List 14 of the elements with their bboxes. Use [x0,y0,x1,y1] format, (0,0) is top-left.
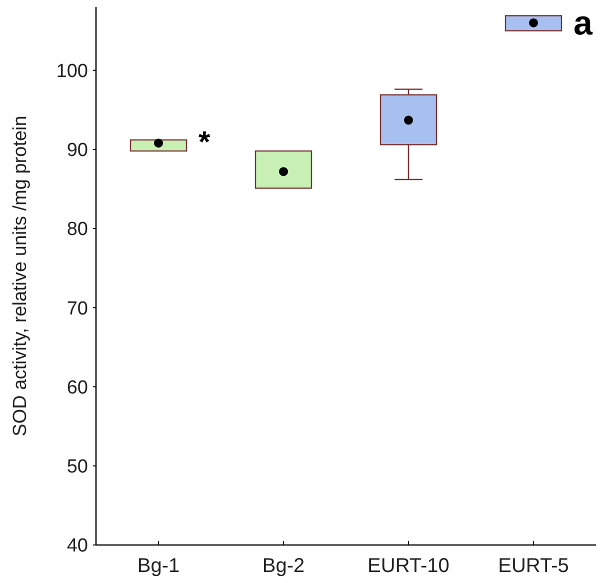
x-tick-label: Bg-2 [262,555,305,577]
y-tick-label: 100 [56,60,88,82]
y-tick-label: 90 [66,140,88,162]
x-tick-label: EURT-10 [368,555,450,577]
y-axis-title: SOD activity, relative units /mg protein [10,116,31,436]
x-tick-label: Bg-1 [137,555,180,577]
y-tick-label: 40 [66,536,88,557]
annotation: a [574,4,594,43]
x-tick-label: EURT-5 [498,555,569,577]
y-tick-label: 50 [66,456,88,478]
y-tick-label: 60 [66,377,88,398]
y-tick-label: 70 [66,298,88,320]
y-tick-label: 80 [66,219,88,240]
annotation: * [198,126,210,159]
